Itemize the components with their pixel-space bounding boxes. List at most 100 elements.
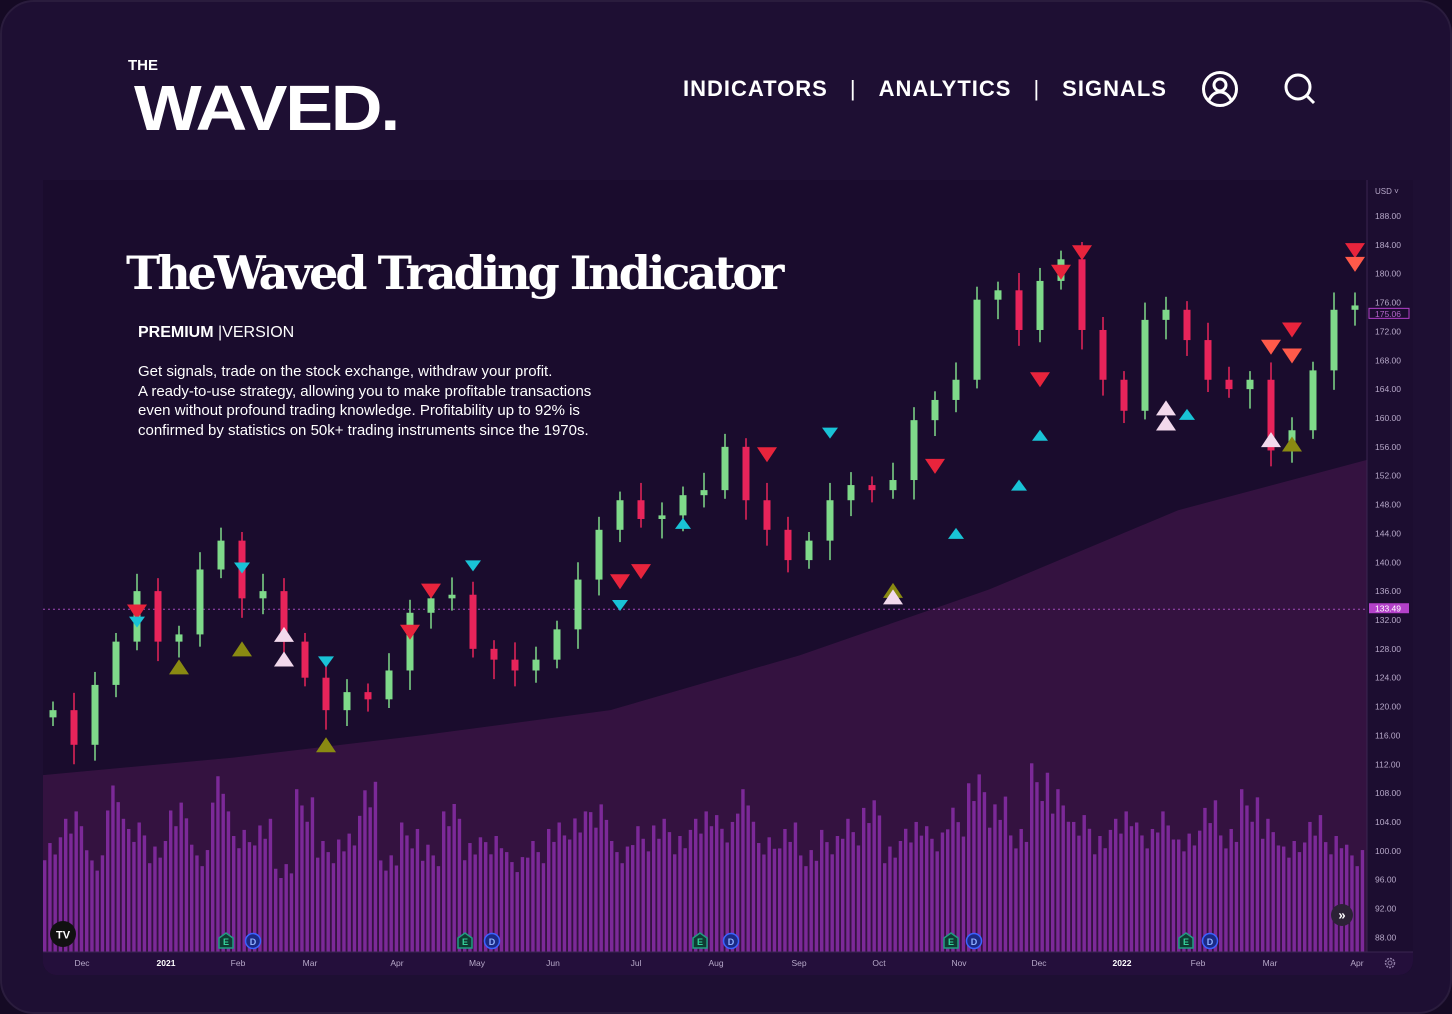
volume-bar: [478, 837, 483, 952]
y-tick-label: 168.00: [1375, 355, 1401, 365]
signal-cyan_up-marker: [675, 517, 691, 529]
volume-bar: [883, 863, 887, 952]
volume-bar: [862, 807, 866, 952]
event-marker-e[interactable]: E: [218, 932, 234, 949]
volume-bar: [410, 848, 414, 952]
signal-sell-marker: [925, 458, 945, 474]
y-tick-label: 140.00: [1375, 557, 1401, 567]
candle-body: [700, 490, 708, 496]
volume-bar: [184, 818, 189, 952]
volume-bar: [961, 836, 966, 952]
volume-bar: [1324, 842, 1328, 952]
volume-bar: [846, 818, 850, 952]
user-icon[interactable]: [1201, 70, 1239, 108]
volume-bar: [216, 776, 220, 952]
tradingview-logo[interactable]: TV: [50, 921, 76, 947]
event-marker-e[interactable]: E: [457, 932, 473, 949]
volume-bar: [1360, 850, 1365, 952]
y-tick-label: 100.00: [1375, 846, 1401, 856]
volume-bar: [951, 807, 955, 952]
volume-bar: [295, 789, 299, 952]
y-tick-label: 160.00: [1375, 413, 1401, 423]
volume-bar: [888, 846, 892, 952]
reference-price-label: 133.49: [1375, 604, 1401, 614]
candle-body: [847, 485, 855, 501]
volume-bar: [673, 854, 677, 952]
volume-bar: [1129, 826, 1134, 952]
volume-bar: [489, 854, 493, 952]
x-tick-label: Aug: [708, 958, 723, 968]
volume-bar: [515, 872, 519, 952]
volume-bar: [221, 793, 225, 952]
volume-bar: [919, 835, 924, 952]
candle-body: [1141, 319, 1149, 411]
earnings-icon: [457, 932, 473, 949]
event-marker-d[interactable]: D: [965, 932, 983, 950]
signal-olive-marker: [1282, 436, 1302, 452]
volume-bar: [1051, 813, 1055, 952]
event-marker-d[interactable]: D: [1201, 932, 1219, 950]
volume-bar: [594, 827, 598, 952]
event-marker-label: D: [489, 937, 496, 947]
event-marker-d[interactable]: D: [483, 932, 501, 950]
volume-bar: [1261, 838, 1265, 952]
volume-bar: [158, 857, 162, 952]
x-tick-label: 2022: [1113, 958, 1132, 968]
chart-canvas[interactable]: USD ˅ 188.00 184.00 180.00 176.00 172.00 168.0…: [43, 180, 1413, 975]
signal-white-marker: [274, 626, 294, 642]
volume-bar: [436, 866, 441, 952]
volume-bar: [1171, 839, 1176, 952]
volume-bar: [1234, 841, 1239, 952]
volume-bar: [1334, 836, 1338, 952]
volume-bar: [1287, 857, 1291, 952]
volume-bar: [972, 801, 976, 952]
volume-bar: [1156, 832, 1160, 952]
candle-body: [1036, 280, 1044, 330]
signal-cyan_down-marker: [318, 656, 334, 668]
settings-icon[interactable]: [1384, 957, 1396, 969]
candle-body: [994, 290, 1002, 300]
volume-bar: [1024, 841, 1029, 952]
candle-body: [385, 670, 393, 700]
x-tick-label: Mar: [1263, 958, 1278, 968]
search-icon[interactable]: [1282, 70, 1320, 108]
event-marker-e[interactable]: E: [1178, 932, 1194, 949]
nav-analytics[interactable]: ANALYTICS: [878, 76, 1012, 101]
x-tick-label: Dec: [74, 958, 90, 968]
volume-bar: [1282, 846, 1286, 952]
currency-selector[interactable]: USD ˅: [1375, 187, 1399, 196]
candle-body: [1330, 309, 1338, 371]
tradingview-logo-bg: [50, 921, 76, 947]
settings-gear: [1384, 957, 1396, 969]
volume-bar: [1318, 815, 1323, 952]
volume-bar: [725, 842, 729, 952]
event-marker-d[interactable]: D: [244, 932, 262, 950]
event-marker-e[interactable]: E: [943, 932, 959, 949]
candle-body: [721, 446, 729, 491]
volume-bar: [153, 846, 157, 952]
nav-signals[interactable]: SIGNALS: [1062, 76, 1167, 101]
volume-bar: [809, 850, 813, 952]
event-marker-e[interactable]: E: [692, 932, 708, 949]
signal-sell-marker: [757, 447, 777, 463]
volume-bar: [58, 837, 63, 952]
volume-bar: [499, 848, 504, 952]
event-marker-label: E: [697, 937, 703, 947]
volume-bar: [127, 828, 131, 952]
volume-bar: [541, 863, 546, 952]
nav-indicators[interactable]: INDICATORS: [683, 76, 828, 101]
event-marker-d[interactable]: D: [722, 932, 740, 950]
volume-bar: [1087, 828, 1092, 952]
signal-white-marker: [1156, 400, 1176, 416]
signal-white-marker: [1261, 432, 1281, 448]
candle-body: [805, 540, 813, 561]
candle-body: [1246, 379, 1254, 390]
volume-bar: [568, 839, 572, 952]
volume-bar: [100, 855, 105, 952]
logo[interactable]: THE WAVED.: [128, 58, 418, 140]
volume-bar: [736, 813, 740, 952]
y-tick-label: 128.00: [1375, 644, 1401, 654]
candle-body: [112, 641, 120, 685]
price-chart[interactable]: USD ˅ 188.00 184.00 180.00 176.00 172.00 168.0…: [43, 180, 1413, 975]
scroll-right-button[interactable]: »: [1331, 904, 1353, 926]
